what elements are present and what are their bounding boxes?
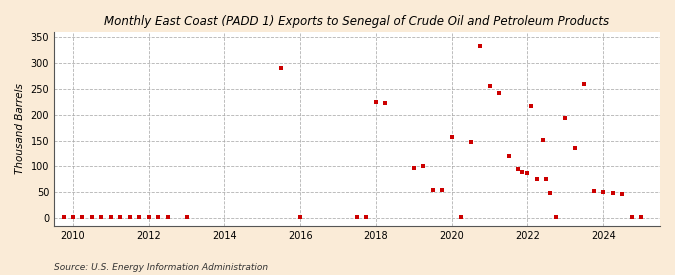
Point — [105, 215, 116, 219]
Point — [526, 104, 537, 108]
Point — [545, 191, 556, 196]
Point — [493, 91, 504, 95]
Point — [276, 66, 287, 70]
Point — [96, 214, 107, 219]
Point — [512, 167, 523, 171]
Point — [465, 140, 476, 144]
Point — [446, 135, 457, 139]
Point — [361, 214, 372, 219]
Point — [68, 214, 78, 219]
Point — [352, 214, 362, 219]
Point — [475, 44, 485, 49]
Point — [589, 189, 599, 193]
Point — [522, 170, 533, 175]
Point — [570, 146, 580, 150]
Point — [86, 214, 97, 219]
Point — [579, 81, 590, 86]
Point — [531, 177, 542, 182]
Point — [484, 84, 495, 89]
Point — [408, 166, 419, 170]
Point — [124, 214, 135, 219]
Point — [541, 177, 551, 182]
Point — [295, 214, 306, 219]
Point — [617, 192, 628, 196]
Point — [608, 191, 618, 196]
Point — [636, 214, 647, 219]
Point — [516, 169, 527, 174]
Point — [77, 215, 88, 219]
Point — [598, 189, 609, 194]
Point — [181, 214, 192, 219]
Point — [371, 100, 381, 104]
Point — [537, 137, 548, 142]
Point — [456, 214, 466, 219]
Title: Monthly East Coast (PADD 1) Exports to Senegal of Crude Oil and Petroleum Produc: Monthly East Coast (PADD 1) Exports to S… — [105, 15, 610, 28]
Point — [162, 214, 173, 219]
Point — [427, 188, 438, 192]
Point — [418, 164, 429, 169]
Point — [143, 214, 154, 219]
Point — [58, 215, 69, 219]
Point — [626, 214, 637, 219]
Point — [115, 215, 126, 219]
Y-axis label: Thousand Barrels: Thousand Barrels — [15, 84, 25, 174]
Point — [437, 188, 448, 192]
Point — [153, 214, 163, 219]
Point — [560, 116, 571, 120]
Text: Source: U.S. Energy Information Administration: Source: U.S. Energy Information Administ… — [54, 263, 268, 272]
Point — [550, 214, 561, 219]
Point — [503, 154, 514, 158]
Point — [134, 215, 144, 219]
Point — [380, 101, 391, 106]
